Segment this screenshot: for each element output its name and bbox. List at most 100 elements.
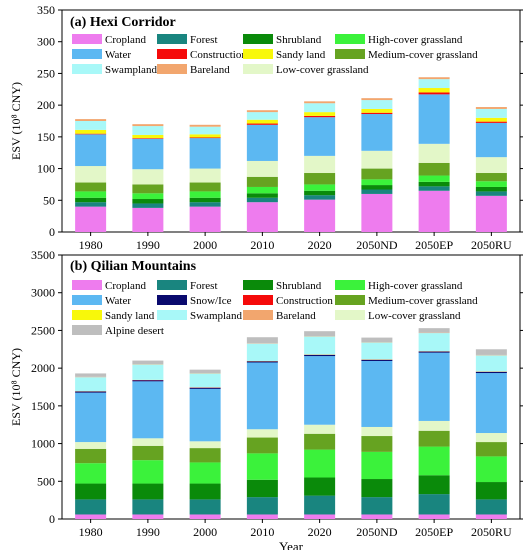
x-tick-label: 2050ND	[356, 525, 398, 539]
bar-high-cover-grassland-1980	[75, 463, 106, 483]
bar-high-cover-grassland-2010	[247, 453, 278, 479]
bar-shrubland-1980	[75, 198, 106, 202]
bar-low-cover-grassland-1980	[75, 166, 106, 182]
bar-cropland-1980	[75, 514, 106, 519]
bar-shrubland-2010	[247, 193, 278, 197]
x-tick-label: 1990	[136, 525, 160, 539]
y-tick-label: 0	[49, 512, 55, 526]
bar-high-cover-grassland-2010	[247, 187, 278, 193]
y-tick-label: 50	[43, 193, 55, 207]
bar-forest-2050ep	[419, 186, 450, 190]
bar-swampland-2050ru	[476, 109, 507, 118]
bar-water-2050ep	[419, 353, 450, 421]
bar-construction-2050ep	[419, 92, 450, 94]
bar-sandy-land-2050ep	[419, 88, 450, 92]
bar-water-1990	[132, 381, 163, 438]
bar-alpine-desert-1990	[132, 361, 163, 364]
legend-swatch-swampland	[72, 64, 102, 74]
chart-title: (a) Hexi Corridor	[70, 15, 176, 30]
bar-cropland-2050nd	[361, 194, 392, 232]
bar-swampland-2050ep	[419, 79, 450, 88]
bar-bareland-2010	[247, 110, 278, 112]
legend-label-bareland: Bareland	[276, 310, 316, 322]
bar-alpine-desert-1980	[75, 373, 106, 376]
legend-swatch-medium-cover-grassland	[335, 49, 365, 59]
bar-swampland-2000	[190, 127, 221, 135]
bar-swampland-1980	[75, 377, 106, 391]
bar-cropland-2050ep	[419, 191, 450, 232]
bar-high-cover-grassland-1990	[132, 460, 163, 483]
legend-label-bareland: Bareland	[190, 64, 230, 76]
bar-shrubland-2050nd	[361, 479, 392, 497]
x-tick-label: 2050RU	[471, 238, 512, 252]
bar-medium-cover-grassland-2010	[247, 177, 278, 187]
bar-low-cover-grassland-2050ep	[419, 144, 450, 163]
bar-swampland-1980	[75, 121, 106, 130]
bar-water-2000	[190, 389, 221, 441]
bar-alpine-desert-2010	[247, 337, 278, 343]
x-tick-label: 2010	[250, 238, 274, 252]
legend-label-low-cover-grassland: Low-cover grassland	[276, 64, 369, 76]
bar-medium-cover-grassland-2050nd	[361, 436, 392, 452]
y-tick-label: 2500	[31, 323, 55, 337]
legend-label-forest: Forest	[190, 34, 218, 46]
bar-forest-2010	[247, 198, 278, 202]
bar-alpine-desert-2000	[190, 370, 221, 373]
bar-swampland-2050nd	[361, 100, 392, 109]
x-tick-label: 2020	[308, 238, 332, 252]
legend-label-swampland: Swampland	[105, 64, 157, 76]
bar-medium-cover-grassland-1990	[132, 446, 163, 460]
bar-high-cover-grassland-2050ru	[476, 456, 507, 482]
bar-water-2050ep	[419, 94, 450, 143]
bar-low-cover-grassland-1980	[75, 442, 106, 449]
bar-alpine-desert-2050ep	[419, 328, 450, 333]
legend-swatch-sandy-land	[243, 49, 273, 59]
bar-shrubland-2000	[190, 484, 221, 500]
legend-swatch-low-cover-grassland	[335, 310, 365, 320]
bar-cropland-2020	[304, 514, 335, 519]
bar-shrubland-2020	[304, 191, 335, 195]
bar-swampland-2020	[304, 103, 335, 112]
bar-shrubland-1990	[132, 484, 163, 500]
bar-bareland-2050ru	[476, 107, 507, 109]
bar-water-2050ru	[476, 123, 507, 157]
legend-swatch-low-cover-grassland	[243, 64, 273, 74]
legend-swatch-medium-cover-grassland	[335, 295, 365, 305]
bar-bareland-1990	[132, 124, 163, 126]
bar-snow-ice-2050ru	[476, 372, 507, 373]
legend-swatch-cropland	[72, 280, 102, 290]
bar-alpine-desert-2050ru	[476, 349, 507, 355]
legend-swatch-swampland	[157, 310, 187, 320]
y-axis-label: ESV (10⁸ CNY)	[9, 82, 23, 160]
bar-forest-1980	[75, 202, 106, 206]
x-tick-label: 2050EP	[415, 238, 453, 252]
bar-sandy-land-1990	[132, 135, 163, 138]
bar-swampland-2010	[247, 112, 278, 120]
y-tick-label: 0	[49, 225, 55, 239]
bar-shrubland-2050ep	[419, 475, 450, 494]
legend-label-high-cover-grassland: High-cover grassland	[368, 280, 463, 292]
bar-construction-1980	[75, 134, 106, 135]
legend-label-construction: Construction	[276, 295, 333, 307]
legend-swatch-construction	[157, 49, 187, 59]
bar-low-cover-grassland-2020	[304, 156, 335, 173]
legend-label-water: Water	[105, 295, 131, 307]
legend-swatch-snow-ice	[157, 295, 187, 305]
bar-swampland-1990	[132, 364, 163, 379]
legend-label-shrubland: Shrubland	[276, 34, 322, 46]
bar-medium-cover-grassland-2050ep	[419, 431, 450, 447]
x-tick-label: 2000	[193, 525, 217, 539]
bar-bareland-2020	[304, 101, 335, 103]
bar-high-cover-grassland-2050ep	[419, 447, 450, 476]
bar-forest-1990	[132, 499, 163, 514]
x-tick-label: 2050ND	[356, 238, 398, 252]
legend-label-alpine-desert: Alpine desert	[105, 325, 164, 337]
y-axis-label: ESV (10⁸ CNY)	[9, 348, 23, 426]
bar-bareland-1980	[75, 119, 106, 121]
y-tick-label: 250	[37, 66, 55, 80]
legend-label-medium-cover-grassland: Medium-cover grassland	[368, 295, 478, 307]
bar-medium-cover-grassland-2050ru	[476, 173, 507, 181]
bar-cropland-2050ru	[476, 196, 507, 232]
x-tick-label: 2050EP	[415, 525, 453, 539]
